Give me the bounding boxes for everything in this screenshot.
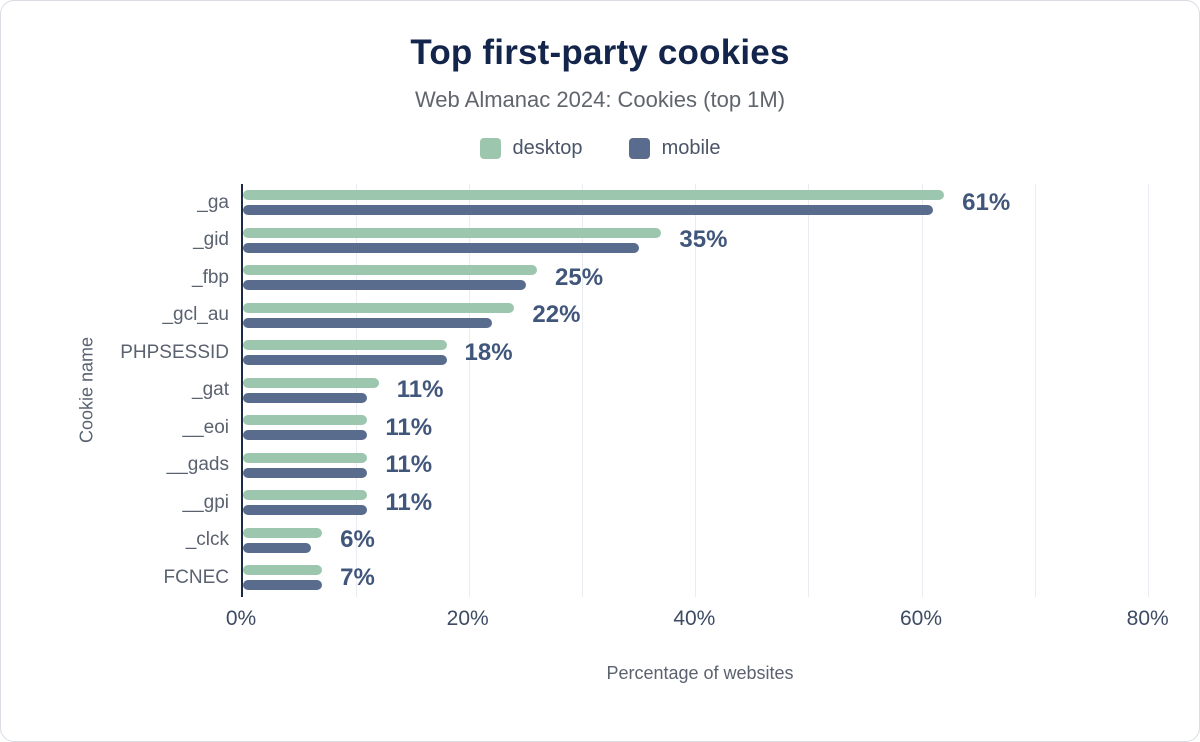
bar-desktop <box>243 265 538 276</box>
x-tick: 40% <box>673 606 716 630</box>
bar-mobile <box>243 392 368 403</box>
legend-swatch-mobile <box>628 138 650 159</box>
bar-mobile <box>243 355 447 366</box>
legend-item-mobile[interactable]: mobile <box>628 137 721 160</box>
bar-row: __gpi 11% <box>183 484 1159 522</box>
gridline <box>695 184 697 597</box>
legend-item-desktop[interactable]: desktop <box>479 137 583 160</box>
gridline <box>356 184 358 597</box>
category-label: _ga <box>197 191 229 213</box>
value-label: 61% <box>962 188 1011 216</box>
category-label: FCNEC <box>163 566 229 588</box>
category-label: __gads <box>166 454 229 476</box>
category-label: __gpi <box>182 491 230 513</box>
bar-mobile <box>243 242 639 253</box>
bar-row: __gads 11% <box>167 447 1159 485</box>
plot-area: _ga 61% _gid 35% _fbp 25% _gcl_au 22% PHPSESSID 1… <box>120 184 1159 597</box>
bar-mobile <box>243 317 492 328</box>
legend-label: mobile <box>661 137 721 159</box>
bar-desktop <box>243 565 323 576</box>
bar-desktop <box>243 452 368 463</box>
bar-row: _gat 11% <box>192 372 1159 410</box>
chart-title: Top first-party cookies <box>410 33 790 72</box>
bar-desktop <box>243 377 379 388</box>
value-label: 18% <box>464 338 513 366</box>
value-label: 11% <box>385 451 433 479</box>
category-label: _clck <box>185 529 229 551</box>
bar-mobile <box>243 580 323 591</box>
value-label: 11% <box>385 413 433 441</box>
legend-swatch-desktop <box>479 138 501 159</box>
gridline <box>921 184 923 597</box>
bar-mobile <box>243 280 526 291</box>
bar-row: _fbp 25% <box>192 259 1159 297</box>
gridline <box>808 184 810 597</box>
x-tick: 0% <box>225 606 257 630</box>
bar-mobile <box>243 467 368 478</box>
bar-row: PHPSESSID 18% <box>120 334 1159 372</box>
gridline <box>582 184 584 597</box>
chart-area: Cookie name _ga 61% _gid 35% _fbp 25% _gcl_au 2… <box>41 184 1169 684</box>
legend: desktop mobile <box>41 137 1159 160</box>
bar-mobile <box>243 205 933 216</box>
bar-desktop <box>243 415 368 426</box>
gridline <box>469 184 471 597</box>
gridline <box>1034 184 1036 597</box>
bar-row: FCNEC 7% <box>164 559 1159 597</box>
category-label: _fbp <box>192 266 229 288</box>
bar-desktop <box>243 340 447 351</box>
x-axis-ticks: 0% 20% 40% 60% 80% <box>226 606 1169 637</box>
bar-row: _ga 61% <box>197 184 1159 222</box>
x-tick: 60% <box>899 606 943 630</box>
bar-mobile <box>243 542 311 553</box>
x-tick: 20% <box>446 606 489 630</box>
bar-desktop <box>243 227 662 238</box>
category-label: _gat <box>192 379 229 401</box>
value-label: 25% <box>555 263 604 291</box>
y-axis-title: Cookie name <box>76 336 97 444</box>
value-label: 6% <box>340 526 375 554</box>
x-axis-title: Percentage of websites <box>606 662 794 683</box>
bar-desktop <box>243 190 945 201</box>
bar-row: __eoi 11% <box>183 409 1159 447</box>
chart-subtitle: Web Almanac 2024: Cookies (top 1M) <box>414 87 786 112</box>
value-label: 11% <box>396 376 444 404</box>
category-label: _gid <box>193 229 229 251</box>
bar-mobile <box>243 505 368 516</box>
bar-row: _gid 35% <box>193 222 1159 260</box>
bar-desktop <box>243 527 323 538</box>
value-label: 7% <box>340 563 375 591</box>
x-tick: 80% <box>1126 606 1169 630</box>
bar-mobile <box>243 430 368 441</box>
bar-desktop <box>243 302 515 313</box>
bar-desktop <box>243 490 368 501</box>
category-label: PHPSESSID <box>120 341 229 363</box>
category-label: _gcl_au <box>162 304 229 326</box>
value-label: 35% <box>679 226 728 254</box>
category-label: __eoi <box>182 416 230 438</box>
bar-row: _gcl_au 22% <box>162 297 1159 335</box>
value-label: 11% <box>385 488 433 516</box>
bar-row: _clck 6% <box>186 522 1159 560</box>
gridline <box>1147 184 1149 597</box>
value-label: 22% <box>532 301 581 329</box>
legend-label: desktop <box>512 137 583 159</box>
